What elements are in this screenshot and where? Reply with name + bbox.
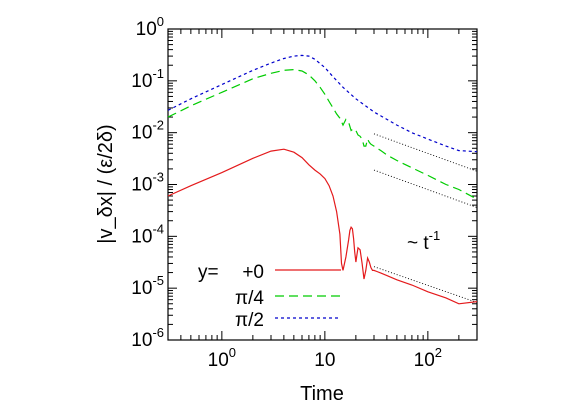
y-tick-label: 100	[136, 14, 164, 40]
x-tick-label: 100	[208, 345, 236, 371]
reference-line	[373, 169, 478, 208]
series-group	[167, 54, 478, 305]
reference-line	[373, 266, 478, 303]
reference-line	[373, 133, 478, 172]
axis-ticks: 100 10 102 100 10-1 10-2 10-3 10-4 10-5 10-6	[131, 14, 478, 371]
y-axis-label: |v_δx| / (ε/2δ)	[95, 124, 117, 243]
y-tick-label: 10-1	[131, 66, 164, 92]
x-tick-label: 10	[314, 350, 335, 371]
y-tick-label: 10-6	[131, 325, 164, 351]
x-axis-label: Time	[300, 383, 344, 405]
legend-label: +0	[242, 262, 264, 283]
y-tick-label: 10-5	[131, 273, 164, 299]
series-line	[167, 54, 478, 153]
legend-title: y=	[198, 262, 219, 283]
y-tick-label: 10-2	[131, 118, 164, 144]
legend: +0 π/4π/2	[235, 262, 341, 331]
y-tick-label: 10-4	[131, 221, 164, 247]
series-line	[167, 148, 478, 305]
reference-lines	[373, 133, 478, 303]
x-tick-label: 102	[414, 345, 442, 371]
slope-annotation: ~ t-1	[407, 228, 440, 254]
series-line	[167, 68, 478, 200]
legend-label: π/4	[235, 288, 264, 309]
legend-label: π/2	[235, 310, 264, 331]
y-tick-label: 10-3	[131, 170, 164, 196]
